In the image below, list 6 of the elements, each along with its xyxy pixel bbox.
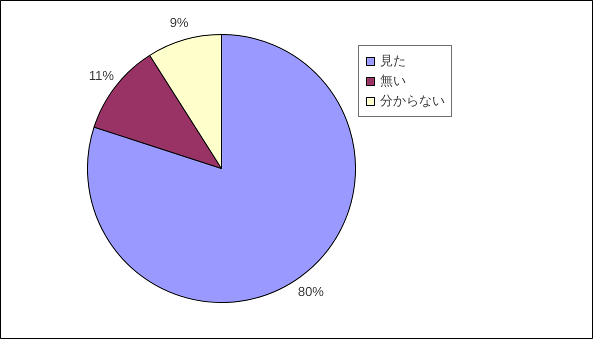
data-label: 9%	[170, 15, 189, 30]
data-label: 11%	[88, 68, 114, 83]
legend-label: 無い	[380, 73, 406, 90]
legend-label: 分からない	[380, 93, 445, 110]
data-label: 80%	[298, 284, 324, 299]
legend-label: 見た	[380, 53, 406, 70]
